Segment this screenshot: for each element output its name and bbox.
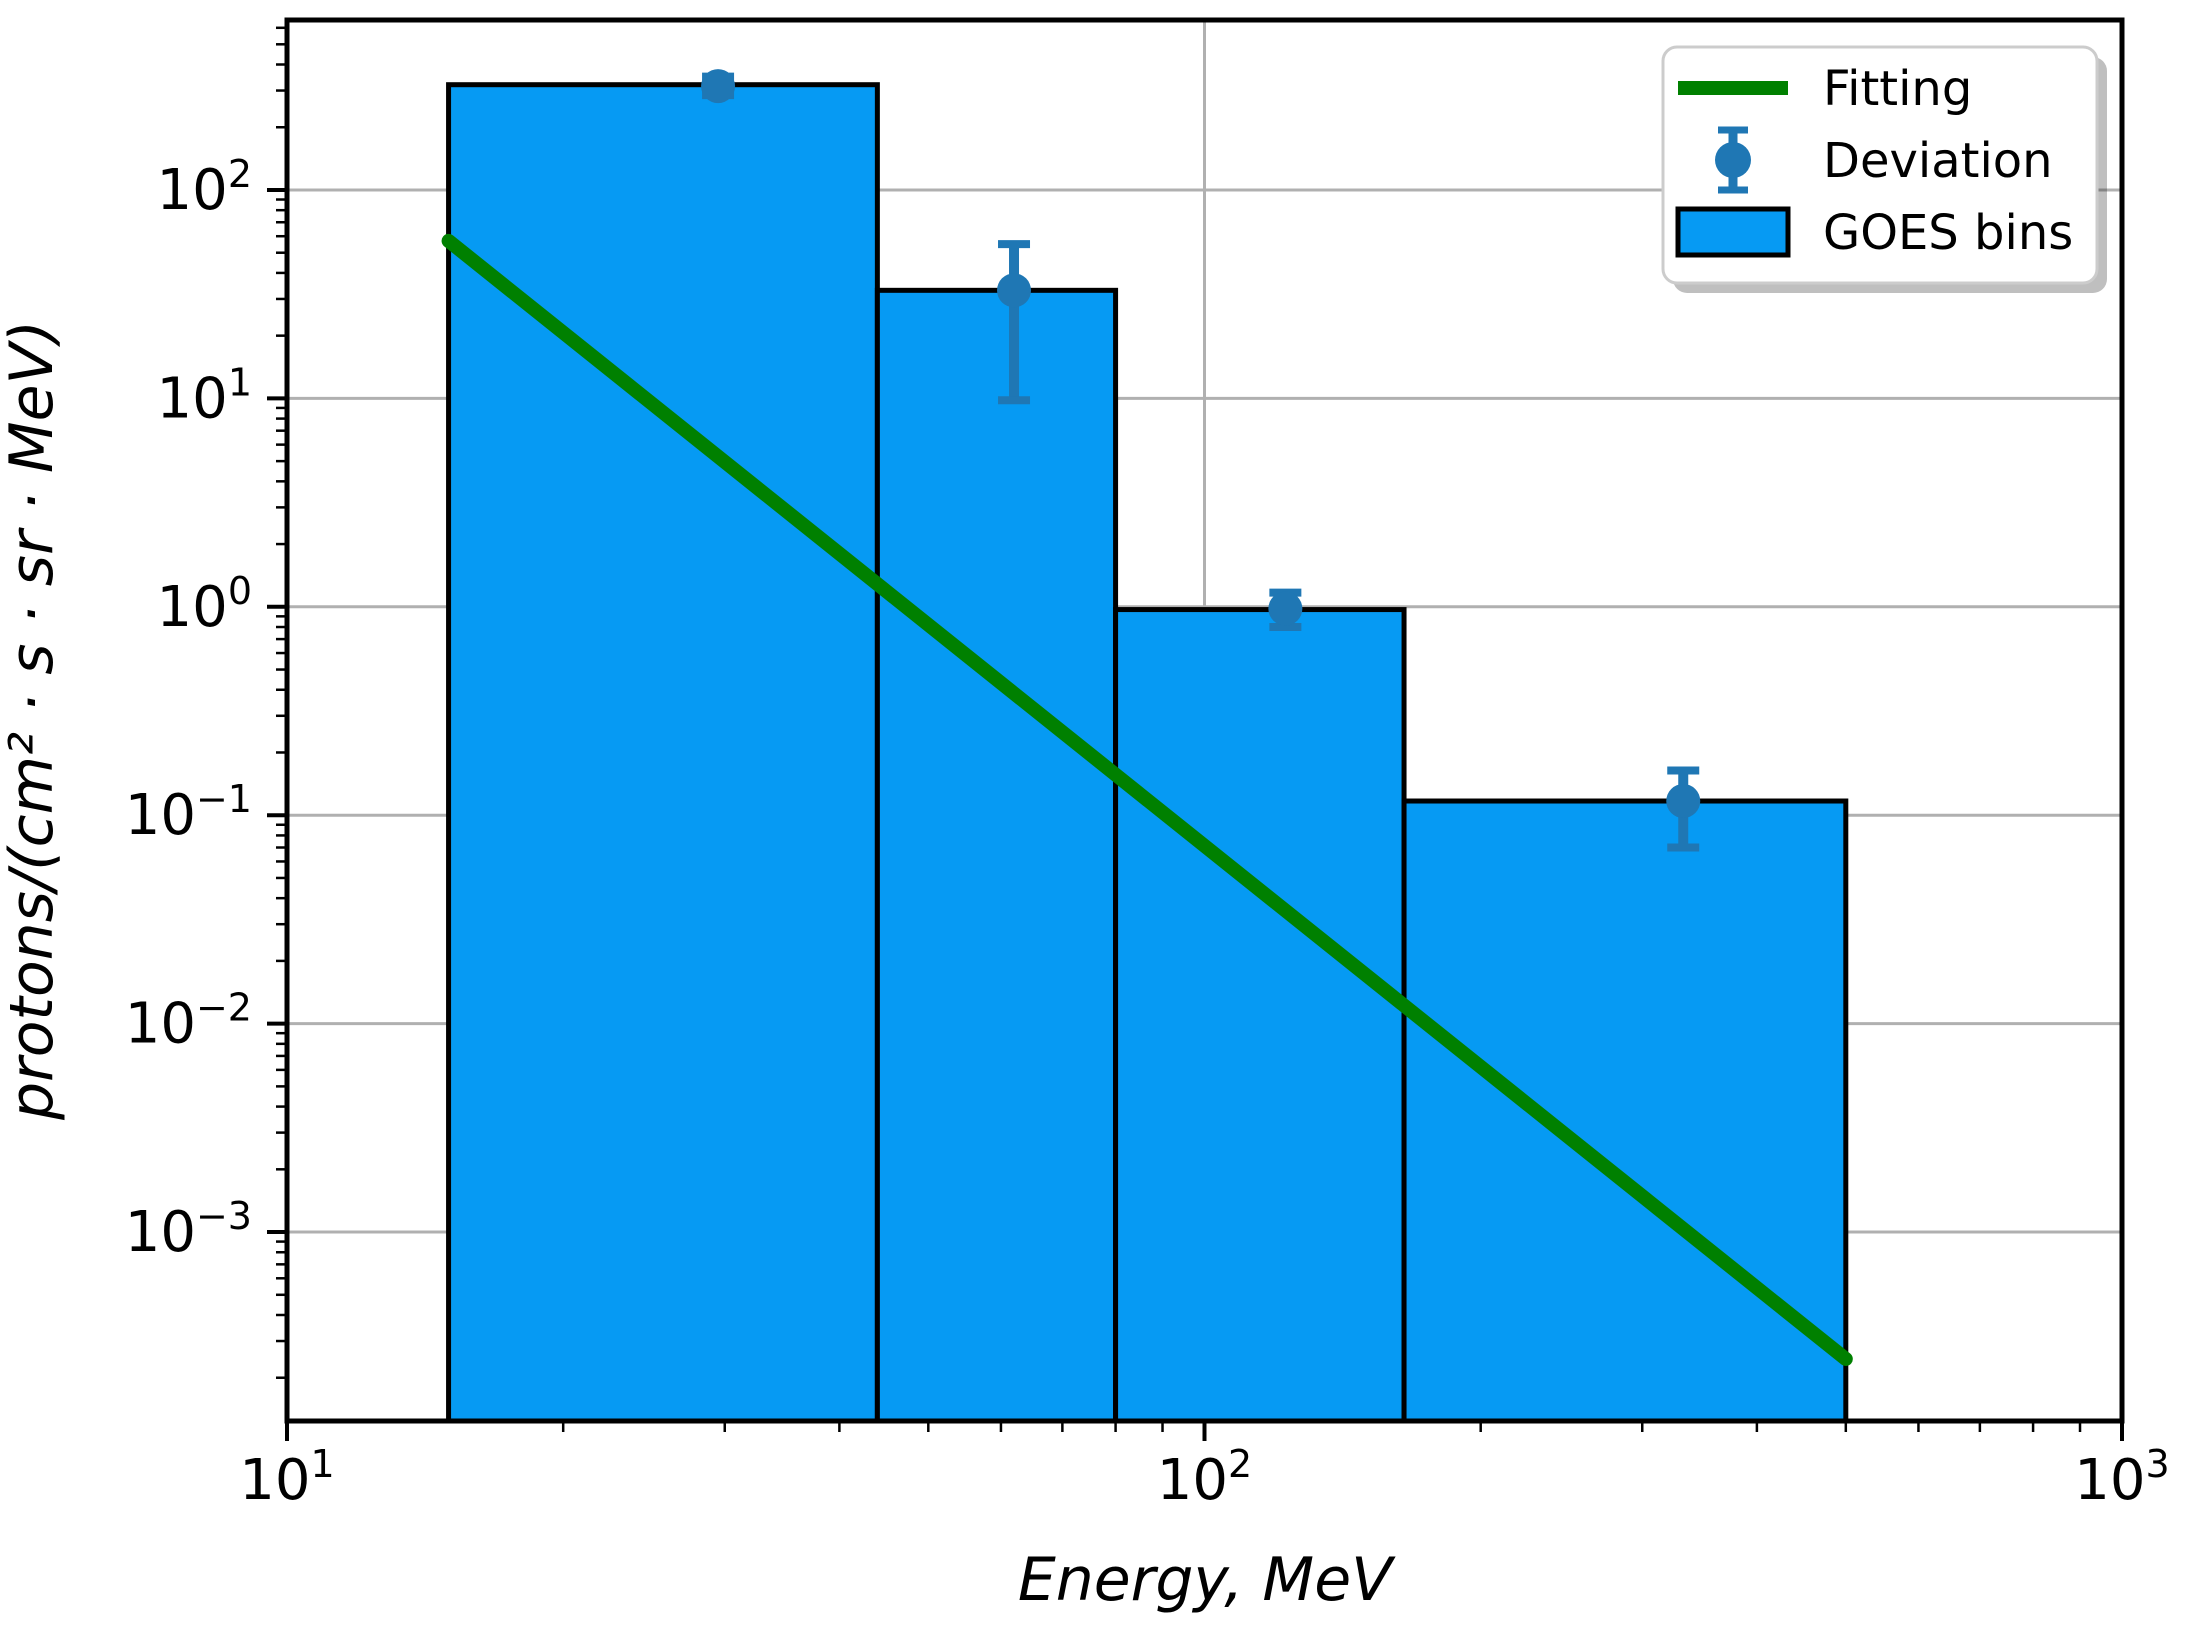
- goes-bin-bar: [1401, 798, 1849, 1424]
- y-tick-label: 10−2: [125, 986, 252, 1057]
- legend-label: Fitting: [1823, 61, 1972, 117]
- deviation-point: [1268, 588, 1303, 632]
- y-tick-label: 101: [157, 360, 252, 431]
- x-tick-label: 101: [239, 1442, 334, 1513]
- legend-swatch-goes-patch: [1675, 206, 1791, 258]
- fitting-line: [441, 233, 1853, 1366]
- deviation-marker: [997, 273, 1032, 308]
- deviation-marker: [701, 69, 736, 104]
- y-tick-label: 10−1: [125, 777, 252, 848]
- goes-bin-bar: [1113, 607, 1407, 1424]
- goes-bin-bar: [874, 287, 1119, 1424]
- deviation-marker: [1666, 784, 1701, 819]
- legend-label: Deviation: [1823, 133, 2053, 189]
- legend-label: GOES bins: [1823, 205, 2073, 261]
- legend: Fitting Deviation GOES bins: [1661, 45, 2107, 293]
- y-tick-label: 10−3: [125, 1194, 252, 1265]
- goes-bin-bar: [446, 82, 880, 1424]
- deviation-point: [1666, 766, 1701, 852]
- deviation-marker: [1268, 591, 1303, 626]
- x-tick-label: 102: [1157, 1442, 1252, 1513]
- y-axis-label: protons/(cm² · s · sr · MeV): [0, 320, 67, 1121]
- deviation-point: [701, 69, 736, 104]
- x-tick-label: 103: [2074, 1442, 2169, 1513]
- deviation-point: [997, 240, 1032, 405]
- y-tick-label: 102: [157, 152, 252, 223]
- legend-swatch-deviation-marker: [1715, 142, 1751, 178]
- x-axis-label: Energy, MeV: [1018, 1545, 1396, 1615]
- y-tick-label: 100: [157, 569, 252, 640]
